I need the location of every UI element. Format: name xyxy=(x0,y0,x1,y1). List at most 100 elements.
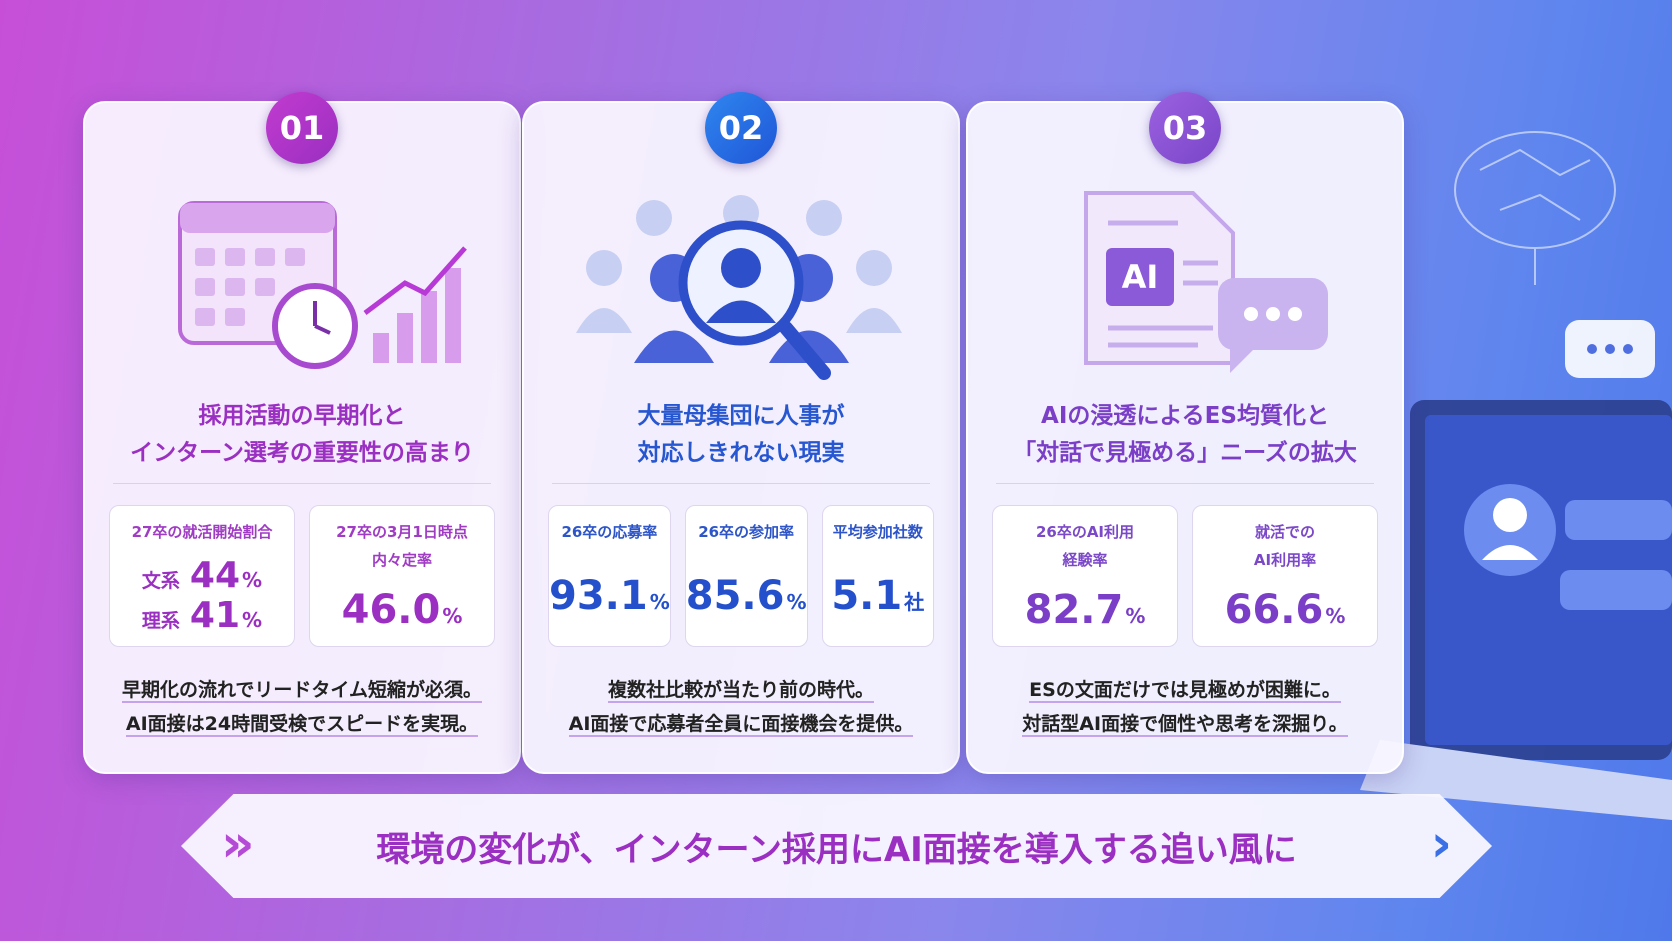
icon-label: AI xyxy=(1121,258,1159,296)
stat-row: 文系 44% xyxy=(142,556,262,596)
stat-label-line: 平均参加社数 xyxy=(832,523,923,541)
card-body: 複数社比較が当たり前の時代。 AI面接で応募者全員に面接機会を提供。 xyxy=(524,673,958,741)
card-number: 03 xyxy=(1149,92,1221,164)
chevron-icon: » xyxy=(221,814,255,874)
body-text: 複数社比較が当たり前の時代。 xyxy=(607,679,874,703)
stat-label-line: AI利用率 xyxy=(1253,551,1317,569)
stat-unit: % xyxy=(242,608,263,632)
body-line: 複数社比較が当たり前の時代。 xyxy=(524,673,958,707)
card-title: 大量母集団に人事が 対応しきれない現実 xyxy=(524,398,958,472)
people-search-icon xyxy=(576,195,902,380)
stat-value: 44 xyxy=(189,555,241,596)
stat-unit: % xyxy=(242,568,263,592)
stat-label-line: 26卒の応募率 xyxy=(561,523,658,541)
stat-rows: 93.1% xyxy=(549,546,670,646)
stat-unit: 社 xyxy=(904,590,925,614)
stat-value: 93.1 xyxy=(549,573,648,619)
stat-value: 46.0 xyxy=(341,587,441,633)
body-text: 対話型AI面接で個性や思考を深掘り。 xyxy=(1022,713,1348,737)
stat-value: 41 xyxy=(189,595,241,636)
card: AI 03 AIの浸透によるES均質化と「対話で見極める」ニーズの拡大 26卒のAI… xyxy=(966,92,1404,774)
card-title: AIの浸透によるES均質化と「対話で見極める」ニーズの拡大 xyxy=(968,398,1402,472)
calendar-icon xyxy=(178,201,467,369)
stat-row: 5.1 社 xyxy=(831,574,924,618)
stat-label-line: 27卒の就活開始割合 xyxy=(131,523,273,541)
body-line: 対話型AI面接で個性や思考を深掘り。 xyxy=(968,707,1402,741)
stat-row: 46.0% xyxy=(342,588,463,632)
stat-rows: 46.0% xyxy=(342,574,463,646)
stat-rows: 66.6% xyxy=(1225,574,1346,646)
stat-label-line: 26卒の参加率 xyxy=(698,523,795,541)
stat-label-line: 経験率 xyxy=(1062,551,1108,569)
stat-unit: % xyxy=(1125,604,1146,628)
stat-prefix: 理系 xyxy=(141,610,180,632)
title-line: 大量母集団に人事が xyxy=(637,403,845,429)
card: 02 大量母集団に人事が 対応しきれない現実 26卒の応募率 93.1% 26卒の参加率 8… xyxy=(522,92,960,774)
stat-value: 5.1 xyxy=(831,573,903,619)
stat-label-line: 27卒の3月1日時点 xyxy=(336,523,468,541)
card-title: 採用活動の早期化とインターン選考の重要性の高まり xyxy=(85,398,519,472)
title-line: 「対話で見極める」ニーズの拡大 xyxy=(1013,440,1357,466)
stat-label: 就活での AI利用率 xyxy=(1254,518,1316,574)
stat-label: 26卒の参加率 xyxy=(698,518,794,546)
stat-row: 理系 41% xyxy=(142,596,262,636)
stat-rows: 文系 44% 理系 41% xyxy=(142,546,262,646)
card-body: 早期化の流れでリードタイム短縮が必須。 AI面接は24時間受検でスピードを実現。 xyxy=(85,673,519,741)
title-line: インターン選考の重要性の高まり xyxy=(130,440,474,466)
stat-label: 27卒の就活開始割合 xyxy=(132,518,273,546)
stat-row: 85.6% xyxy=(686,574,807,618)
stat-label: 27卒の3月1日時点 内々定率 xyxy=(336,518,468,574)
divider xyxy=(113,483,491,484)
stat-unit: % xyxy=(442,604,463,628)
body-line: ESの文面だけでは見極めが困難に。 xyxy=(968,673,1402,707)
stat-unit: % xyxy=(786,590,807,614)
title-line: 対応しきれない現実 xyxy=(637,440,845,466)
card-body: ESの文面だけでは見極めが困難に。対話型AI面接で個性や思考を深掘り。 xyxy=(968,673,1402,741)
banner: » 環境の変化が、インターン採用にAI面接を導入する追い風に › xyxy=(181,794,1492,898)
divider xyxy=(996,483,1374,484)
stats: 26卒のAI利用 経験率 82.7% 就活での AI利用率 66.6% xyxy=(992,505,1378,647)
body-line: AI面接で応募者全員に面接機会を提供。 xyxy=(524,707,958,741)
document-chat-icon xyxy=(1084,191,1328,373)
stat-value: 82.7 xyxy=(1024,587,1124,633)
body-text: 早期化の流れでリードタイム短縮が必須。 xyxy=(121,679,483,703)
title-line: 採用活動の早期化と xyxy=(198,403,406,429)
stat-box: 27卒の就活開始割合文系 44% 理系 41% xyxy=(109,505,295,647)
card: 01 採用活動の早期化とインターン選考の重要性の高まり 27卒の就活開始割合文系 44… xyxy=(83,92,521,774)
stats: 26卒の応募率 93.1% 26卒の参加率 85.6% 平均参加社数 5.1 社 xyxy=(548,505,934,647)
stat-value: 85.6 xyxy=(685,573,785,619)
stat-label: 平均参加社数 xyxy=(833,518,923,546)
stat-label-line: 就活での xyxy=(1254,523,1315,541)
stats: 27卒の就活開始割合文系 44% 理系 41% 27卒の3月1日時点 内々定率 46.0% xyxy=(109,505,495,647)
card-number: 02 xyxy=(705,92,777,164)
stat-row: 93.1% xyxy=(549,574,670,618)
stat-label: 26卒の応募率 xyxy=(561,518,657,546)
stat-unit: % xyxy=(1325,604,1346,628)
body-text: AI面接で応募者全員に面接機会を提供。 xyxy=(568,713,914,737)
title-line: AIの浸透によるES均質化と xyxy=(1041,403,1329,429)
stat-label: 26卒のAI利用 経験率 xyxy=(1036,518,1134,574)
body-line: AI面接は24時間受検でスピードを実現。 xyxy=(85,707,519,741)
body-text: AI面接は24時間受検でスピードを実現。 xyxy=(125,713,479,737)
divider xyxy=(552,483,930,484)
stat-label-line: 26卒のAI利用 xyxy=(1035,523,1135,541)
stat-label-line: 内々定率 xyxy=(371,551,432,569)
stat-prefix: 文系 xyxy=(141,570,180,592)
stat-rows: 82.7% xyxy=(1025,574,1146,646)
stat-box: 就活での AI利用率 66.6% xyxy=(1192,505,1378,647)
stat-box: 26卒の応募率 93.1% xyxy=(548,505,671,647)
stat-unit: % xyxy=(649,590,670,614)
card-number: 01 xyxy=(266,92,338,164)
stat-row: 82.7% xyxy=(1025,588,1146,632)
stat-row: 66.6% xyxy=(1225,588,1346,632)
stat-rows: 5.1 社 xyxy=(831,546,924,646)
body-line: 早期化の流れでリードタイム短縮が必須。 xyxy=(85,673,519,707)
stat-box: 平均参加社数 5.1 社 xyxy=(821,505,934,647)
stat-value: 66.6 xyxy=(1224,587,1324,633)
chevron-icon: › xyxy=(1430,814,1452,874)
stat-rows: 85.6% xyxy=(686,546,807,646)
stat-box: 27卒の3月1日時点 内々定率 46.0% xyxy=(309,505,495,647)
stat-box: 26卒のAI利用 経験率 82.7% xyxy=(992,505,1178,647)
